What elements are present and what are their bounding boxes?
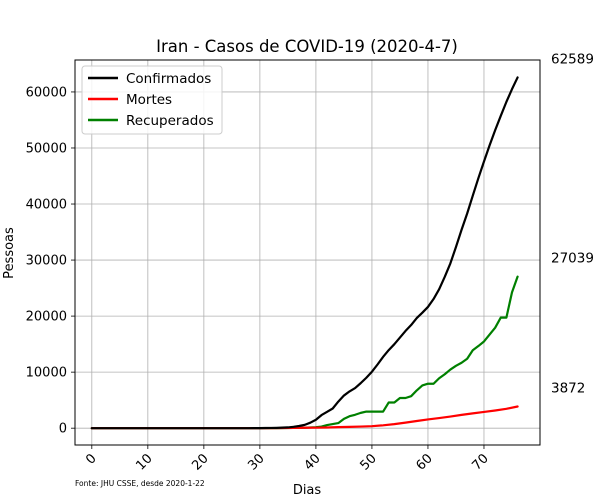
- y-tick-label: 20000: [26, 310, 67, 325]
- plot-area: [74, 59, 541, 446]
- x-tick-label: 50: [357, 451, 379, 473]
- end-value-label: 27039: [551, 251, 594, 267]
- series-lines: [90, 76, 519, 430]
- y-tick-label: 60000: [26, 85, 67, 100]
- legend-box: [81, 65, 223, 135]
- y-axis-label: Pessoas: [2, 227, 17, 279]
- y-tick-label: 40000: [26, 198, 67, 213]
- y-axis: 0 10000 20000 30000 40000 50000 60000: [26, 85, 75, 437]
- y-tick-label: 10000: [26, 366, 67, 381]
- x-tick-label: 10: [133, 451, 155, 473]
- y-tick-label: 0: [59, 422, 67, 437]
- legend-entry: Mortes: [126, 92, 172, 108]
- end-value-label: 3872: [551, 380, 585, 396]
- x-tick-label: 30: [245, 451, 267, 473]
- x-axis: 0 10 20 30 40 50 60 70: [83, 445, 492, 474]
- end-value-label: 62589: [551, 51, 594, 67]
- chart-title: Iran - Casos de COVID-19 (2020-4-7): [156, 37, 458, 56]
- end-labels: 62589 3872 27039: [551, 51, 594, 396]
- x-tick-label: 70: [469, 451, 491, 473]
- legend: Confirmados Mortes Recuperados: [81, 65, 223, 135]
- legend-entry: Recuperados: [126, 113, 214, 129]
- series-line-recuperados: [90, 275, 519, 430]
- series-line-confirmados: [90, 76, 519, 430]
- y-tick-label: 30000: [26, 254, 67, 269]
- x-tick-label: 60: [413, 451, 435, 473]
- x-tick-label: 40: [301, 451, 323, 473]
- x-tick-label: 20: [189, 451, 211, 473]
- legend-entry: Confirmados: [126, 71, 211, 87]
- x-axis-label: Dias: [293, 483, 322, 498]
- x-tick-label: 0: [83, 451, 99, 467]
- grid: [75, 60, 540, 445]
- y-tick-label: 50000: [26, 141, 67, 156]
- source-note: Fonte: JHU CSSE, desde 2020-1-22: [75, 479, 205, 488]
